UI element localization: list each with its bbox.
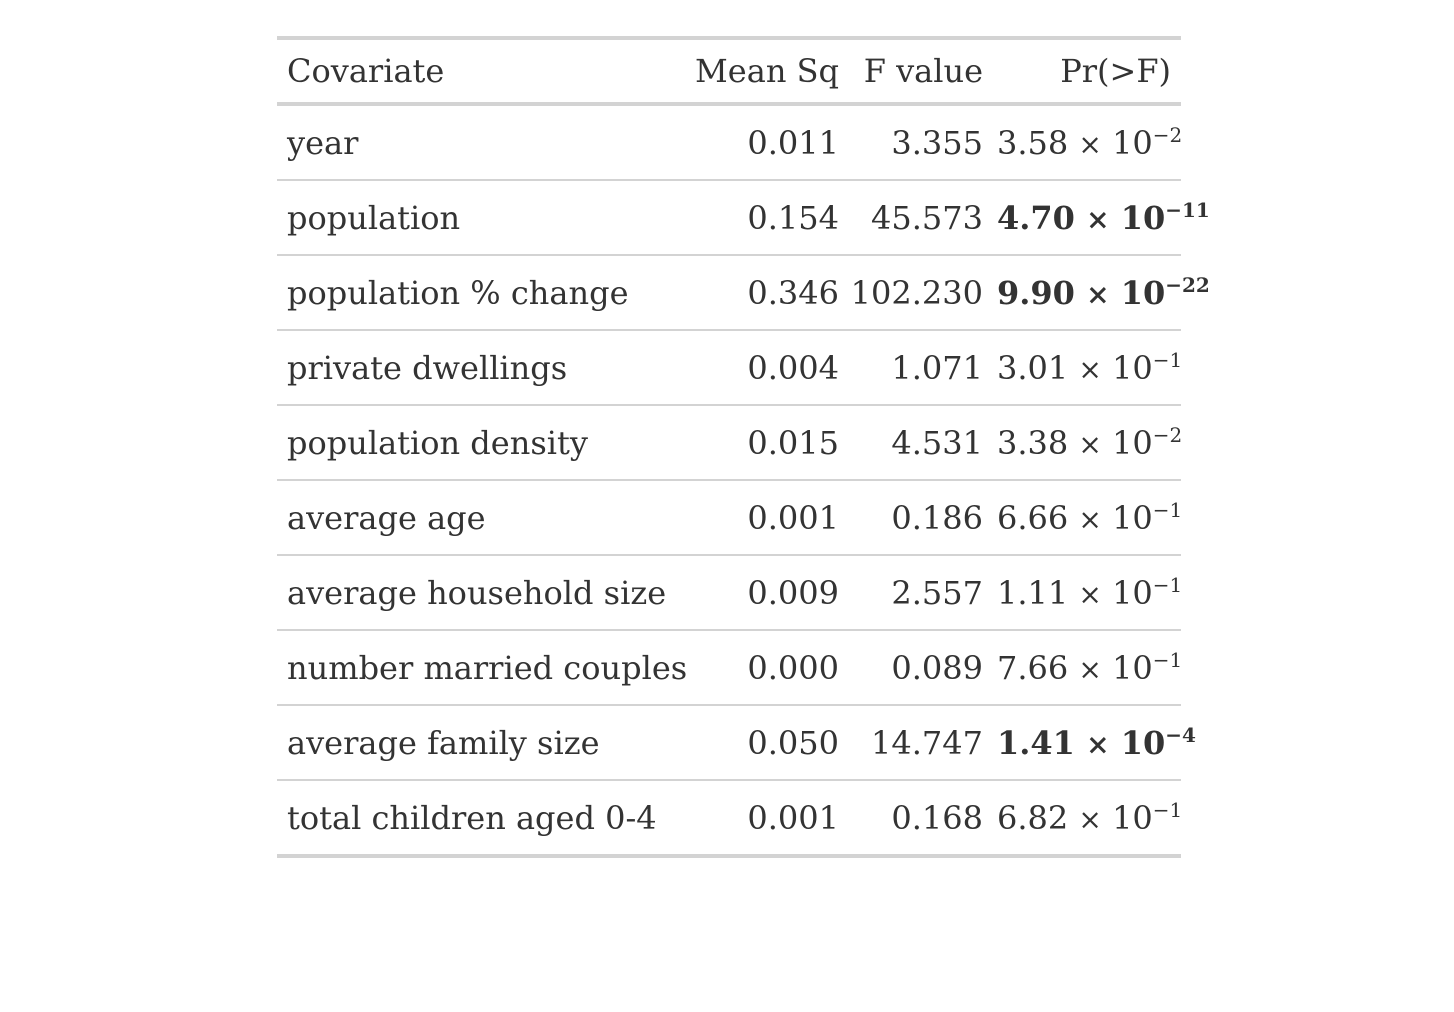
- times-sign: ×: [1078, 428, 1102, 461]
- times-sign: ×: [1086, 203, 1110, 236]
- cell-p-value: 9.90 × 10−22: [987, 255, 1210, 331]
- cell-f-value: 4.531: [843, 405, 987, 481]
- header-row: Covariate Mean Sq F value Pr(>F): [277, 38, 1181, 104]
- p-mantissa: 6.66: [997, 499, 1069, 537]
- times-sign: ×: [1086, 728, 1110, 761]
- header-p-value: Pr(>F): [1060, 52, 1171, 90]
- cell-p-value: 6.66 × 10−1: [987, 480, 1183, 556]
- header-covariate: Covariate: [287, 52, 445, 90]
- p-base: 10: [1112, 799, 1153, 837]
- times-sign: ×: [1086, 278, 1110, 311]
- cell-f-value: 1.071: [843, 330, 987, 406]
- p-mantissa: 7.66: [997, 649, 1069, 687]
- p-base: 10: [1112, 574, 1153, 612]
- cell-p-value: 6.82 × 10−1: [987, 780, 1183, 858]
- times-sign: ×: [1078, 128, 1102, 161]
- table-row: average age 0.001 0.186 6.66 × 10−1: [277, 480, 1183, 556]
- cell-mean-sq: 0.001: [687, 480, 843, 556]
- cell-covariate: total children aged 0-4: [277, 780, 687, 858]
- times-sign: ×: [1078, 578, 1102, 611]
- p-exponent: −2: [1152, 423, 1183, 447]
- p-mantissa: 9.90: [997, 274, 1075, 312]
- p-exponent: −1: [1152, 348, 1183, 372]
- cell-p-value: 7.66 × 10−1: [987, 630, 1183, 706]
- times-sign: ×: [1078, 653, 1102, 686]
- cell-mean-sq: 0.000: [687, 630, 843, 706]
- cell-f-value: 14.747: [843, 705, 987, 781]
- cell-p-value: 1.11 × 10−1: [987, 555, 1183, 631]
- p-exponent: −4: [1165, 723, 1196, 747]
- p-base: 10: [1112, 124, 1153, 162]
- cell-f-value: 3.355: [843, 104, 987, 181]
- cell-covariate: population: [277, 180, 687, 256]
- p-mantissa: 4.70: [997, 199, 1075, 237]
- table-row: average household size 0.009 2.557 1.11 × 1…: [277, 555, 1183, 631]
- cell-p-value: 1.41 × 10−4: [987, 705, 1196, 781]
- cell-p-value: 3.58 × 10−2: [987, 104, 1183, 181]
- p-mantissa: 3.38: [997, 424, 1069, 462]
- p-mantissa: 6.82: [997, 799, 1069, 837]
- p-mantissa: 3.01: [997, 349, 1069, 387]
- cell-covariate: average family size: [277, 705, 687, 781]
- cell-mean-sq: 0.001: [687, 780, 843, 858]
- cell-f-value: 102.230: [843, 255, 987, 331]
- table-row: population 0.154 45.573 4.70 × 10−11: [277, 180, 1210, 256]
- p-base: 10: [1112, 499, 1153, 537]
- cell-covariate: year: [277, 104, 687, 181]
- cell-covariate: population density: [277, 405, 687, 481]
- p-exponent: −1: [1152, 648, 1183, 672]
- cell-f-value: 0.089: [843, 630, 987, 706]
- header-f-value: F value: [863, 52, 983, 90]
- p-mantissa: 3.58: [997, 124, 1069, 162]
- cell-mean-sq: 0.154: [687, 180, 843, 256]
- table-body: year 0.011 3.355 3.58 × 10−2 population 0.154…: [277, 104, 1210, 858]
- cell-f-value: 0.168: [843, 780, 987, 858]
- cell-f-value: 45.573: [843, 180, 987, 256]
- cell-covariate: private dwellings: [277, 330, 687, 406]
- cell-p-value: 4.70 × 10−11: [987, 180, 1210, 256]
- cell-mean-sq: 0.050: [687, 705, 843, 781]
- cell-f-value: 0.186: [843, 480, 987, 556]
- cell-covariate: average age: [277, 480, 687, 556]
- cell-mean-sq: 0.015: [687, 405, 843, 481]
- p-base: 10: [1112, 349, 1153, 387]
- anova-table-container: Covariate Mean Sq F value Pr(>F) year 0.0…: [277, 36, 1210, 858]
- p-exponent: −1: [1152, 798, 1183, 822]
- p-base: 10: [1112, 424, 1153, 462]
- anova-table: Covariate Mean Sq F value Pr(>F) year 0.0…: [277, 36, 1210, 858]
- cell-mean-sq: 0.011: [687, 104, 843, 181]
- table-row: population % change 0.346 102.230 9.90 × 10…: [277, 255, 1210, 331]
- times-sign: ×: [1078, 803, 1102, 836]
- cell-f-value: 2.557: [843, 555, 987, 631]
- header-mean-sq: Mean Sq: [695, 52, 839, 90]
- table-header: Covariate Mean Sq F value Pr(>F): [277, 38, 1181, 104]
- cell-covariate: average household size: [277, 555, 687, 631]
- table-row: number married couples 0.000 0.089 7.66 × 1…: [277, 630, 1183, 706]
- p-exponent: −1: [1152, 498, 1183, 522]
- cell-p-value: 3.01 × 10−1: [987, 330, 1183, 406]
- p-base: 10: [1120, 274, 1166, 312]
- p-mantissa: 1.41: [997, 724, 1075, 762]
- times-sign: ×: [1078, 503, 1102, 536]
- p-exponent: −11: [1165, 198, 1210, 222]
- table-row: private dwellings 0.004 1.071 3.01 × 10−1: [277, 330, 1183, 406]
- cell-mean-sq: 0.346: [687, 255, 843, 331]
- cell-covariate: number married couples: [277, 630, 687, 706]
- cell-covariate: population % change: [277, 255, 687, 331]
- cell-mean-sq: 0.009: [687, 555, 843, 631]
- p-exponent: −2: [1152, 123, 1183, 147]
- table-row: total children aged 0-4 0.001 0.168 6.82 × …: [277, 780, 1183, 858]
- table-row: year 0.011 3.355 3.58 × 10−2: [277, 104, 1183, 181]
- p-base: 10: [1112, 649, 1153, 687]
- table-row: average family size 0.050 14.747 1.41 × 10−…: [277, 705, 1196, 781]
- p-mantissa: 1.11: [997, 574, 1069, 612]
- p-exponent: −1: [1152, 573, 1183, 597]
- p-exponent: −22: [1165, 273, 1210, 297]
- p-base: 10: [1120, 724, 1166, 762]
- cell-p-value: 3.38 × 10−2: [987, 405, 1183, 481]
- cell-mean-sq: 0.004: [687, 330, 843, 406]
- p-base: 10: [1120, 199, 1166, 237]
- times-sign: ×: [1078, 353, 1102, 386]
- table-row: population density 0.015 4.531 3.38 × 10−2: [277, 405, 1183, 481]
